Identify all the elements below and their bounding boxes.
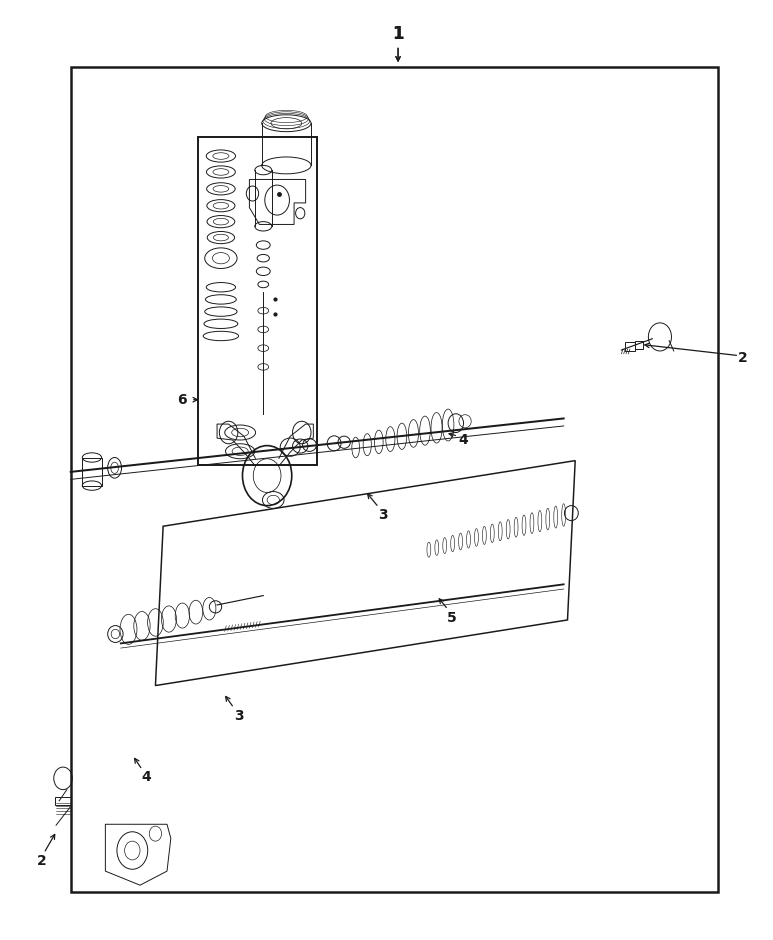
Bar (635, 340, 643, 349)
Text: 4: 4 (141, 771, 151, 784)
Bar (625, 341, 635, 351)
Bar (198, 137, 317, 465)
Bar (56, 797, 70, 805)
Text: 2: 2 (37, 854, 47, 868)
Text: 2: 2 (738, 351, 748, 365)
Text: 1: 1 (393, 25, 404, 43)
Text: 6: 6 (177, 393, 186, 407)
Bar (70, 67, 717, 892)
Text: 1: 1 (393, 25, 404, 43)
Text: 4: 4 (458, 433, 468, 447)
Bar (82, 458, 101, 486)
Text: 3: 3 (378, 508, 387, 522)
Text: 5: 5 (447, 611, 457, 625)
Text: 3: 3 (233, 709, 243, 723)
